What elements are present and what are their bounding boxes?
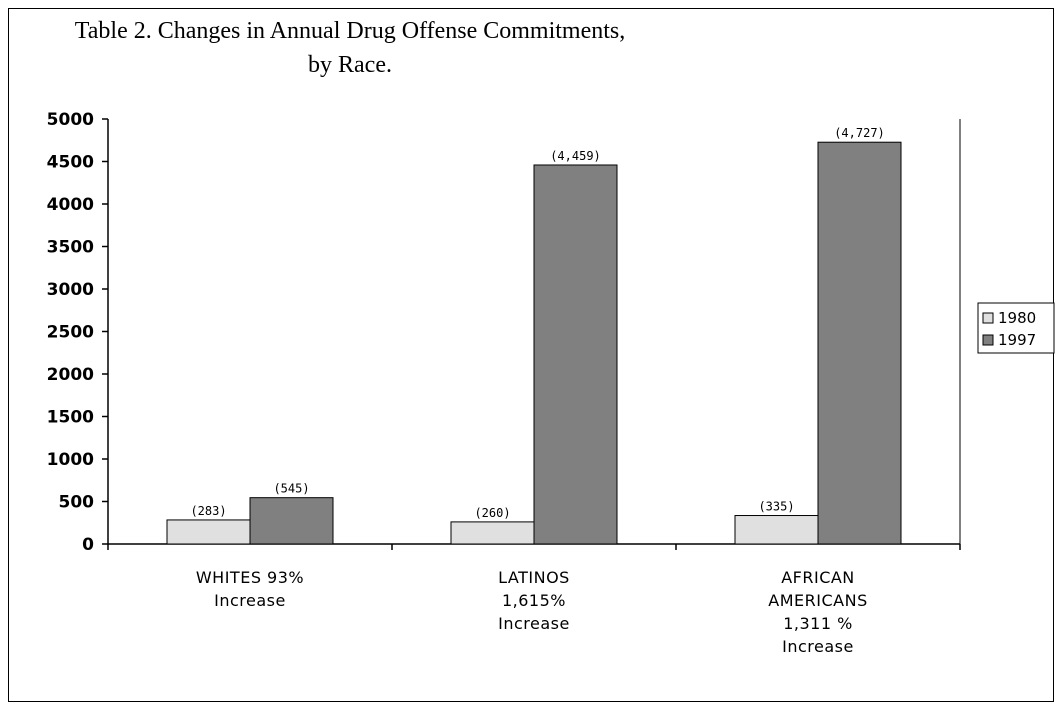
legend-swatch-1997 — [982, 334, 994, 346]
data-label-1997-1: (4,459) — [550, 149, 601, 163]
category-label-line: WHITES 93% — [196, 568, 304, 587]
data-label-1980-1: (260) — [474, 506, 510, 520]
category-label-line: Increase — [498, 614, 570, 633]
category-label-line: 1,615% — [502, 591, 566, 610]
y-tick-label: 0 — [82, 535, 94, 555]
category-label-line: AMERICANS — [768, 591, 867, 610]
y-tick-label: 2000 — [47, 365, 94, 385]
legend-label-1997: 1997 — [998, 331, 1036, 349]
bar-1980-0 — [166, 519, 251, 545]
y-tick-label: 4500 — [47, 153, 94, 173]
y-tick-label: 2500 — [47, 323, 94, 343]
category-label-line: Increase — [782, 637, 854, 656]
legend-swatch-1980 — [982, 312, 994, 324]
category-label-line: Increase — [214, 591, 286, 610]
y-tick-label: 1500 — [47, 408, 94, 428]
y-tick-label: 500 — [59, 493, 95, 513]
chart-title: Table 2. Changes in Annual Drug Offense … — [0, 14, 700, 82]
data-label-1997-0: (545) — [273, 482, 309, 496]
category-label-line: 1,311 % — [783, 614, 853, 633]
chart-title-line-1: Table 2. Changes in Annual Drug Offense … — [74, 18, 626, 44]
bar-1980-1 — [450, 521, 535, 545]
y-tick-label: 5000 — [47, 110, 94, 130]
data-label-1997-2: (4,727) — [834, 126, 885, 140]
category-label-line: AFRICAN — [781, 568, 855, 587]
bar-1980-2 — [734, 515, 819, 545]
y-tick-label: 1000 — [47, 450, 94, 470]
chart-title-line-2: by Race. — [308, 52, 392, 78]
legend-label-1980: 1980 — [998, 309, 1036, 327]
bar-1997-0 — [249, 497, 334, 545]
bar-1997-2 — [817, 141, 902, 545]
bar-1997-1 — [533, 164, 618, 545]
category-label-line: LATINOS — [498, 568, 570, 587]
y-tick-label: 3500 — [47, 238, 94, 258]
y-tick-label: 3000 — [47, 280, 94, 300]
data-label-1980-0: (283) — [190, 504, 226, 518]
y-tick-label: 4000 — [47, 195, 94, 215]
data-label-1980-2: (335) — [758, 500, 794, 514]
